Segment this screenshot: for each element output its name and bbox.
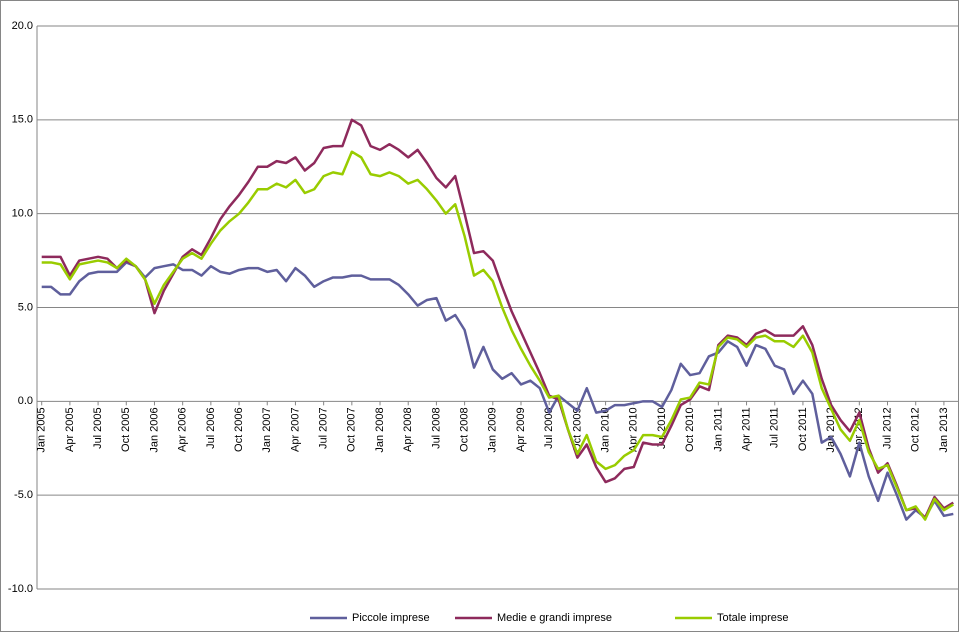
x-tick-label: Oct 2007 <box>346 407 358 452</box>
y-tick-label: -5.0 <box>14 489 33 501</box>
series-line <box>41 150 954 521</box>
x-tick-label: Apr 2010 <box>628 407 640 452</box>
x-tick-label: Apr 2009 <box>515 407 527 452</box>
x-tick-label: Oct 2009 <box>571 407 583 452</box>
y-tick-label: 15.0 <box>12 114 33 126</box>
x-tick-label: Oct 2010 <box>684 407 696 452</box>
x-tick-label: Oct 2011 <box>797 407 809 451</box>
x-tick-label: Jan 2013 <box>938 407 950 452</box>
x-tick-label: Apr 2007 <box>289 407 301 452</box>
x-tick-label: Jul 2012 <box>881 407 893 449</box>
x-tick-label: Oct 2006 <box>233 407 245 452</box>
x-tick-label: Jan 2007 <box>261 407 273 452</box>
x-tick-label: Jan 2009 <box>487 407 499 452</box>
x-tick-label: Jan 2011 <box>712 407 724 451</box>
x-tick-label: Jul 2009 <box>543 407 555 449</box>
x-tick-label: Jul 2008 <box>430 407 442 449</box>
x-tick-label: Oct 2005 <box>120 407 132 452</box>
x-tick-label: Jul 2006 <box>205 407 217 449</box>
y-tick-label: 5.0 <box>18 301 33 313</box>
x-tick-label: Oct 2008 <box>459 407 471 452</box>
x-tick-label: Jan 2010 <box>599 407 611 452</box>
x-tick-label: Apr 2005 <box>64 407 76 452</box>
x-tick-label: Oct 2012 <box>910 407 922 452</box>
y-tick-label: 0.0 <box>18 395 33 407</box>
x-tick-label: Jul 2011 <box>769 407 781 448</box>
x-tick-label: Jul 2007 <box>318 407 330 449</box>
legend-label: Piccole imprese <box>352 612 430 624</box>
legend-label: Medie e grandi imprese <box>497 612 612 624</box>
y-tick-label: -10.0 <box>8 583 33 595</box>
x-tick-label: Jan 2005 <box>36 407 48 452</box>
x-tick-label: Jul 2005 <box>92 407 104 449</box>
x-tick-label: Apr 2008 <box>402 407 414 452</box>
y-tick-label: 10.0 <box>12 208 33 220</box>
x-tick-label: Apr 2006 <box>177 407 189 452</box>
x-tick-label: Jan 2008 <box>374 407 386 452</box>
y-tick-label: 20.0 <box>12 20 33 32</box>
series-line <box>41 261 954 521</box>
x-tick-label: Jan 2006 <box>148 407 160 452</box>
series-line <box>41 118 954 519</box>
x-tick-label: Apr 2011 <box>740 407 752 451</box>
legend-label: Totale imprese <box>717 612 789 624</box>
